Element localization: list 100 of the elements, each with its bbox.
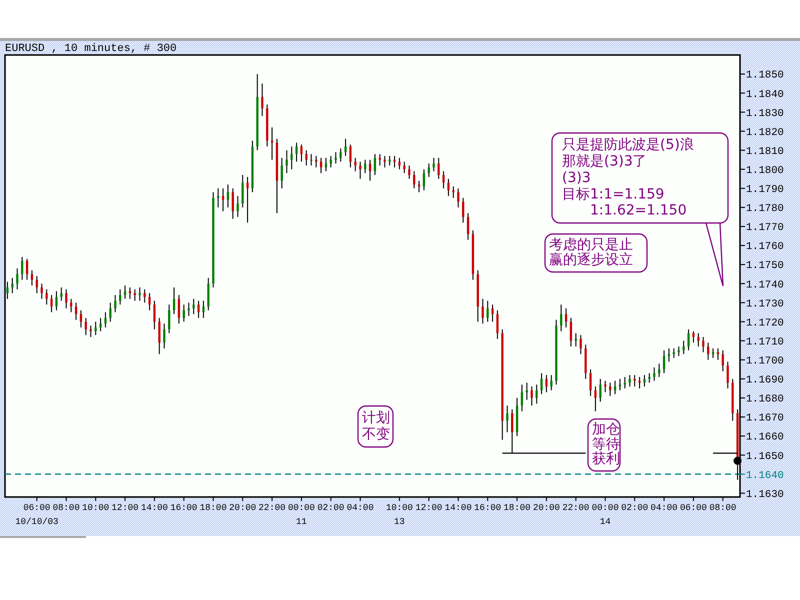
candlestick — [74, 302, 78, 320]
x-tick-label: 14:00 — [140, 503, 168, 513]
y-tick-label: 1.1690 — [746, 374, 784, 387]
y-tick-label: 1.1670 — [746, 412, 784, 425]
annotation: 加仓等待获利 — [592, 422, 620, 468]
candlestick — [80, 310, 82, 328]
candlestick — [178, 294, 180, 324]
y-tick-label: 1.1850 — [746, 70, 784, 82]
candlestick — [634, 374, 636, 387]
candlestick — [486, 300, 489, 322]
y-tick-label: 1.1780 — [746, 203, 784, 216]
candlestick — [270, 126, 274, 160]
candlestick — [55, 290, 58, 311]
x-tick-label: 20:00 — [532, 503, 560, 513]
candlestick — [232, 188, 234, 220]
candlestick — [589, 368, 592, 397]
candlestick — [726, 361, 729, 389]
candlestick — [134, 288, 136, 302]
y-tick-label: 1.1830 — [746, 108, 784, 120]
chart-title: EURUSD , 10 minutes, # 300 — [5, 43, 177, 55]
x-tick-label: 08:00 — [52, 503, 80, 513]
y-tick-label: 1.1700 — [746, 356, 784, 368]
candlestick — [398, 157, 401, 170]
candlestick — [188, 302, 190, 317]
candlestick — [624, 376, 626, 389]
x-tick-label: 22:00 — [562, 503, 590, 513]
x-tick-label: 04:00 — [346, 503, 374, 513]
candlestick — [432, 157, 435, 172]
annotation: 考虑的只是止赢的逐步设立 — [549, 237, 633, 268]
candlestick — [658, 363, 660, 378]
candlestick — [207, 277, 210, 311]
x-tick-label: 06:00 — [680, 503, 707, 513]
candlestick — [408, 165, 410, 180]
x-tick-label: 08:00 — [709, 503, 736, 513]
candlestick — [359, 161, 362, 180]
candlestick — [594, 386, 597, 412]
x-tick-label: 18:00 — [504, 503, 531, 513]
candlestick — [672, 348, 675, 358]
candlestick — [217, 188, 220, 208]
candlestick — [192, 298, 195, 315]
candlestick — [418, 180, 420, 193]
y-tick-label: 1.1720 — [746, 317, 784, 330]
candlestick — [300, 144, 303, 162]
candlestick — [707, 342, 710, 360]
candlestick — [172, 286, 176, 315]
candlestick — [697, 332, 700, 347]
candlestick — [716, 348, 720, 360]
x-tick-label: 16:00 — [170, 503, 198, 513]
x-tick-label: 02:00 — [621, 503, 648, 513]
y-tick-label: 1.1710 — [746, 336, 784, 348]
annotation: 只是提防此波是(5)浪那就是(3)3了(3)3目标1:1=1.159 1:1.62=1.150 — [562, 137, 694, 219]
candlestick — [496, 310, 499, 340]
candlestick — [682, 340, 685, 355]
candlestick — [128, 286, 132, 300]
candlestick — [506, 405, 508, 433]
candlestick — [50, 294, 53, 313]
candlestick — [182, 304, 185, 322]
candlestick — [138, 286, 141, 302]
x-tick-label: 16:00 — [474, 503, 502, 513]
candlestick — [16, 268, 18, 290]
y-tick-label: 1.1750 — [746, 260, 784, 272]
y-tick-label: 1.1760 — [746, 241, 784, 254]
candlestick — [403, 161, 406, 174]
y-tick-label: 1.1680 — [746, 394, 784, 406]
x-tick-label: 12:00 — [112, 503, 139, 513]
candlestick — [290, 146, 293, 170]
candlestick — [30, 270, 34, 286]
x-tick-label: 02:00 — [317, 503, 344, 513]
candlestick — [324, 157, 328, 172]
x-tick-label: 04:00 — [650, 503, 678, 513]
candlestick — [40, 283, 43, 300]
candlestick — [653, 366, 656, 382]
candlestick — [36, 276, 38, 294]
candlestick — [570, 317, 572, 347]
candlestick — [310, 154, 312, 166]
candlestick — [364, 159, 366, 174]
candlestick — [462, 197, 464, 224]
candlestick — [457, 188, 460, 208]
y-tick-label: 1.1650 — [746, 450, 784, 463]
candlestick — [65, 288, 68, 309]
candlestick — [520, 384, 524, 412]
x-tick-label: 12:00 — [415, 503, 442, 513]
candlestick — [320, 157, 322, 174]
candlestick — [261, 83, 264, 116]
candlestick — [550, 374, 552, 391]
candlestick — [144, 288, 146, 304]
x-tick-label: 10:00 — [82, 503, 110, 513]
candlestick — [114, 294, 116, 313]
y-tick-label: 1.1630 — [746, 488, 784, 501]
x-tick-label: 00:00 11 — [288, 503, 315, 527]
candlestick — [702, 336, 704, 353]
candlestick — [438, 157, 440, 180]
candlestick — [609, 382, 612, 397]
candlestick — [354, 157, 356, 172]
candlestick — [662, 350, 666, 374]
y-tick-label: 1.1740 — [746, 279, 784, 292]
candlestick — [687, 328, 690, 351]
candlestick — [422, 168, 426, 191]
x-tick-label: 00:00 14 — [592, 503, 619, 527]
candlestick — [560, 304, 562, 332]
